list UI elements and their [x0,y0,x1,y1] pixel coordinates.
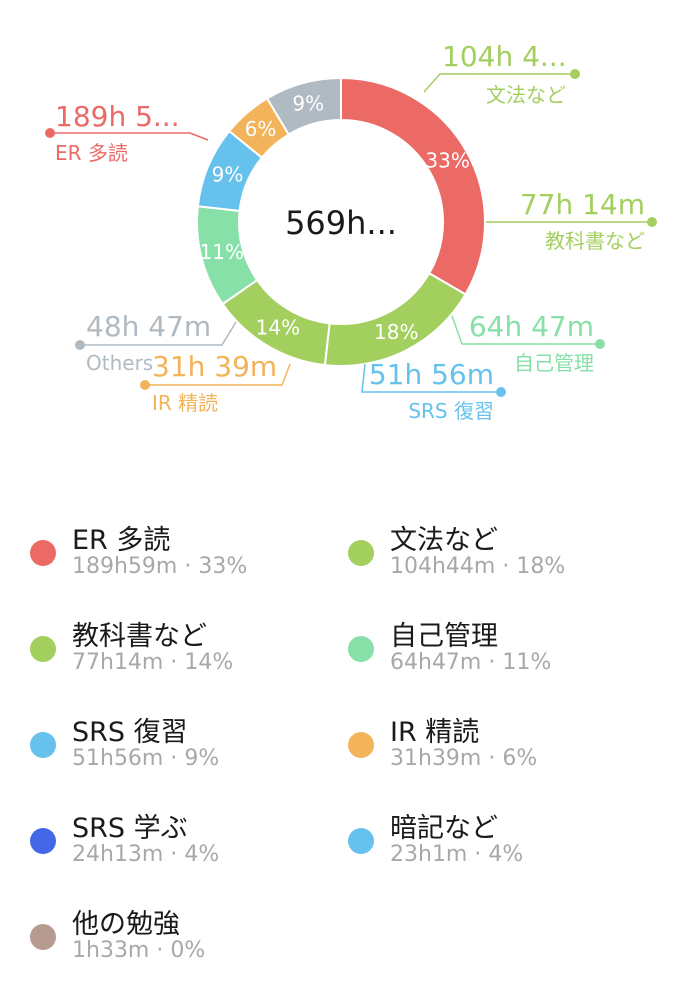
legend-swatch [30,828,56,854]
slice-percent-label: 11% [200,240,244,264]
callout-dot [496,387,506,397]
callout-line [451,315,600,345]
callout-name-label: SRS 復習 [408,399,494,423]
slice-percent-label: 14% [256,316,300,340]
callout-dot [140,380,150,390]
callout-name-label: 教科書など [545,229,645,253]
callout-value-label: 77h 14m [520,188,645,221]
slice-percent-label: 9% [212,163,244,187]
callout-line [361,363,501,393]
callout-line [423,73,575,93]
slice-percent-label: 33% [425,149,469,173]
slice-percent-label: 18% [374,320,418,344]
callout-dot [595,339,605,349]
callout-value-label: 189h 5... [55,100,180,133]
callout-name-label: ER 多読 [55,141,128,165]
legend-detail: 51h56m · 9% [72,746,220,771]
slice-percent-label: 9% [292,91,324,115]
callout-dot [570,69,580,79]
legend-swatch [30,636,56,662]
legend-detail: 24h13m · 4% [72,842,220,867]
callout-line [50,132,209,141]
donut-chart: 33%18%14%11%9%6%9%569h...189h 5...ER 多読1… [45,40,657,423]
legend-label: 暗記など [390,813,498,844]
donut-slice [265,76,342,136]
callout-name-label: IR 精読 [152,391,218,415]
callout-value-label: 51h 56m [369,358,494,391]
legend-swatch [30,732,56,758]
legend-swatch [30,924,56,950]
legend-label: ER 多読 [72,525,171,556]
legend-label: SRS 学ぶ [72,813,188,844]
legend-swatch [348,828,374,854]
legend-detail: 31h39m · 6% [390,746,538,771]
legend-detail: 64h47m · 11% [390,650,552,675]
legend-detail: 23h1m · 4% [390,842,524,867]
center-total-label: 569h... [285,204,397,242]
callout-dot [75,340,85,350]
callout-line [145,363,291,386]
legend-label: 自己管理 [390,621,498,652]
callout-value-label: 64h 47m [469,310,594,343]
donut-slice [340,76,486,296]
legend-label: 文法など [390,525,498,556]
legend-detail: 104h44m · 18% [390,554,566,579]
slice-percent-label: 6% [245,117,277,141]
legend-label: 他の勉強 [72,909,180,940]
callout-name-label: 文法など [486,83,566,107]
callout-name-label: 自己管理 [514,351,594,375]
legend-swatch [348,636,374,662]
legend-detail: 77h14m · 14% [72,650,234,675]
callout-value-label: 48h 47m [86,310,211,343]
callout-dot [647,217,657,227]
legend-swatch [348,732,374,758]
legend-label: 教科書など [72,621,207,652]
callout-value-label: 104h 4... [442,40,567,73]
legend-detail: 189h59m · 33% [72,554,248,579]
callout-dot [45,128,55,138]
legend-label: SRS 復習 [72,717,188,748]
callout-line [80,321,237,346]
callout-name-label: Others [86,351,153,375]
legend-swatch [30,540,56,566]
legend-detail: 1h33m · 0% [72,938,206,963]
legend-label: IR 精読 [390,717,480,748]
legend-swatch [348,540,374,566]
callout-value-label: 31h 39m [152,350,277,383]
